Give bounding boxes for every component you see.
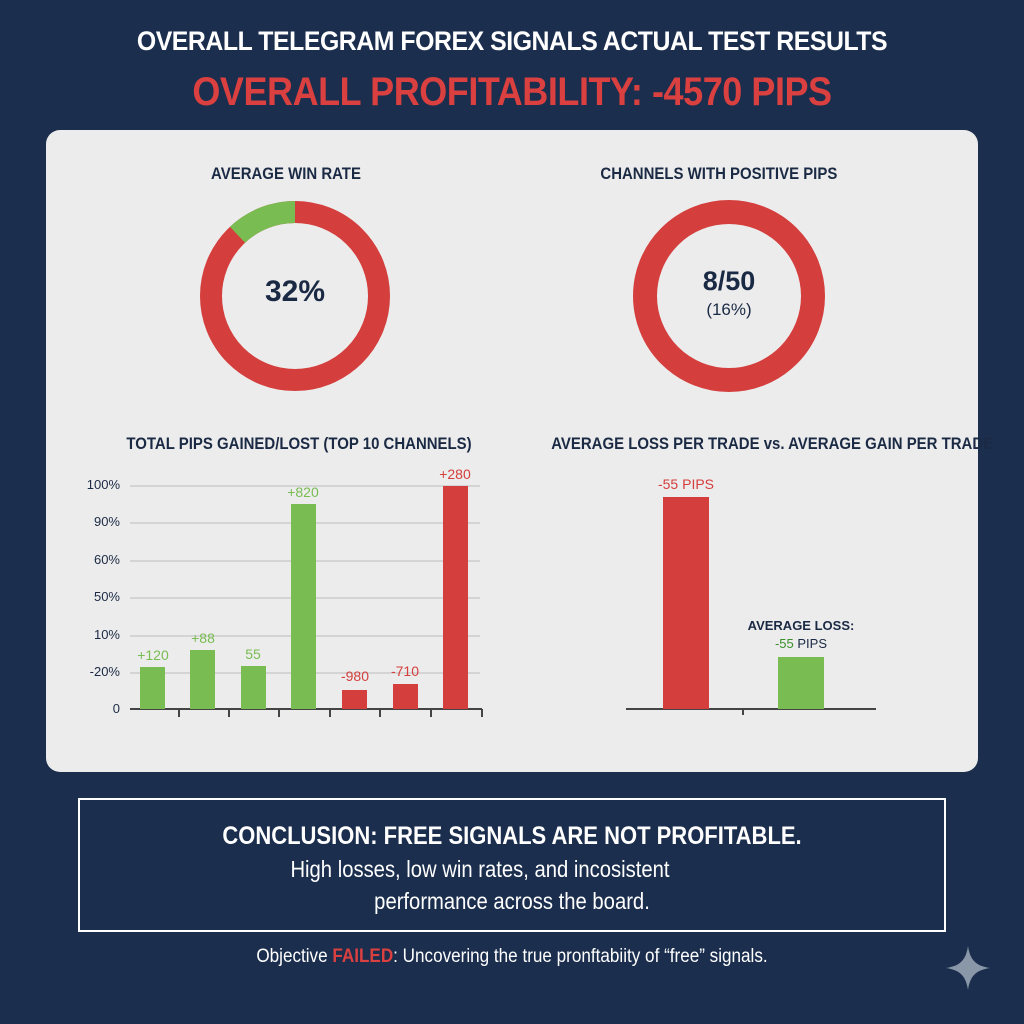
bar-label: +120 [137, 647, 169, 663]
x-tick [228, 709, 230, 717]
positive-channels-title: CHANNELS WITH POSITIVE PIPS [600, 164, 838, 183]
conclusion-heading: CONCLUSION: FREE SIGNALS ARE NOT PROFITA… [222, 822, 802, 850]
x-tick [481, 709, 483, 717]
bar-2 [190, 650, 215, 709]
avg-gain-bar [778, 657, 824, 709]
positive-channels-donut [633, 200, 825, 392]
conclusion-box: CONCLUSION: FREE SIGNALS ARE NOT PROFITA… [78, 798, 946, 932]
win-rate-value: 32% [264, 275, 326, 308]
x-tick [430, 709, 432, 717]
bar-6 [393, 684, 418, 709]
footer-status: FAILED [332, 946, 394, 967]
y-tick-label: 10% [93, 627, 120, 642]
positive-channels-value: 8/50 [702, 266, 756, 296]
bar-7 [443, 486, 468, 709]
y-tick-label: 100% [86, 477, 120, 492]
avg-gain-label-title: AVERAGE LOSS: [747, 618, 855, 633]
avg-gain-value: -55 [774, 636, 794, 651]
footer-prefix: Objective [256, 946, 333, 967]
win-rate-title: AVERAGE WIN RATE [211, 164, 361, 183]
y-tick-label: 50% [93, 589, 120, 604]
x-tick [178, 709, 180, 717]
avg-gain-unit: PIPS [797, 636, 828, 651]
avg-loss-label: -55 PIPS [657, 476, 715, 492]
page-title: OVERALL TELEGRAM FOREX SIGNALS ACTUAL TE… [136, 26, 888, 56]
conclusion-line-2: performance across the board. [374, 888, 650, 914]
x-tick [742, 709, 744, 715]
overall-profitability: OVERALL PROFITABILITY: -4570 PIPS [192, 70, 832, 114]
x-tick [379, 709, 381, 717]
conclusion-line-1: High losses, low win rates, and incosist… [290, 856, 670, 882]
win-rate-donut [200, 201, 390, 391]
gridline [130, 485, 480, 487]
bar-label: +820 [287, 484, 319, 500]
x-tick [329, 709, 331, 717]
y-tick-label: 60% [93, 552, 120, 567]
x-axis [626, 708, 876, 710]
avg-chart-title: AVERAGE LOSS PER TRADE vs. AVERAGE GAIN … [551, 434, 994, 453]
bar-label: 55 [245, 646, 261, 662]
x-axis [130, 708, 482, 710]
objective-footer: Objective FAILED: Uncovering the true pr… [51, 946, 973, 968]
positive-channels-percent: (16%) [706, 300, 752, 319]
bar-label: +88 [191, 630, 215, 646]
bar-4 [291, 504, 316, 709]
sparkle-icon [946, 946, 990, 990]
y-tick-label: 0 [112, 701, 120, 716]
bar-label: +280 [439, 466, 471, 482]
y-tick-label: -20% [89, 664, 120, 679]
x-tick [278, 709, 280, 717]
bar-label: -710 [390, 663, 420, 679]
footer-suffix: : Uncovering the true pronftabiity of “f… [393, 946, 768, 967]
bar-label: -980 [340, 668, 370, 684]
results-panel: AVERAGE WIN RATE 32% CHANNELS WITH POSIT… [46, 130, 994, 772]
bar-5 [342, 690, 367, 709]
avg-gain-label-value: -55 PIPS [746, 636, 856, 651]
pips-chart-title: TOTAL PIPS GAINED/LOST (TOP 10 CHANNELS) [126, 434, 472, 453]
bar-3 [241, 666, 266, 709]
bar-1 [140, 667, 165, 709]
avg-loss-bar [663, 497, 709, 709]
y-tick-label: 90% [93, 514, 120, 529]
